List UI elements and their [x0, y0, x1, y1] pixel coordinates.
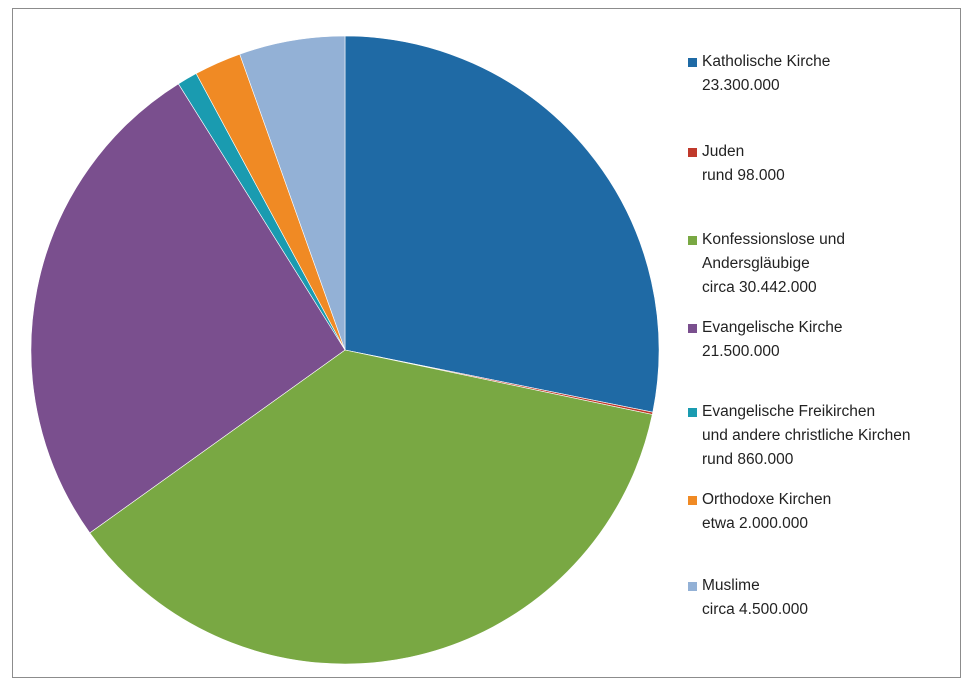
legend-label: Juden rund 98.000	[702, 140, 785, 188]
legend-label-line: 21.500.000	[702, 343, 780, 360]
legend-label-line: Orthodoxe Kirchen	[702, 491, 832, 508]
legend-swatch	[688, 496, 697, 505]
legend-label: Muslime circa 4.500.000	[702, 574, 808, 622]
legend-swatch	[688, 408, 697, 417]
legend-label-line: rund 98.000	[702, 167, 785, 184]
legend-label-line: Evangelische Freikirchen	[702, 403, 876, 420]
legend-swatch	[688, 582, 697, 591]
legend-label: Katholische Kirche 23.300.000	[702, 50, 830, 98]
legend-label: Konfessionslose und Andersgläubige circa 3…	[702, 228, 845, 300]
legend-label-line: circa 30.442.000	[702, 279, 817, 296]
legend-swatch	[688, 324, 697, 333]
legend-swatch	[688, 58, 697, 67]
legend-label-line: etwa 2.000.000	[702, 515, 809, 532]
pie-slice-3	[30, 83, 346, 534]
pie-slice-2	[89, 349, 653, 665]
legend-label-line: Evangelische Kirche	[702, 319, 843, 336]
legend-label-line: Konfessionslose und	[702, 231, 846, 248]
chart-legend: Katholische Kirche 23.300.000 Juden rund 98…	[688, 0, 968, 690]
legend-label-line: circa 4.500.000	[702, 601, 808, 618]
legend-label-line: rund 860.000	[702, 451, 794, 468]
legend-label: Evangelische Kirche 21.500.000	[702, 316, 842, 364]
legend-label: Evangelische Freikirchen und andere chris…	[702, 400, 911, 472]
pie-slice-6	[239, 35, 346, 351]
legend-label-line: Muslime	[702, 577, 760, 594]
legend-label-line: Juden	[702, 143, 745, 160]
legend-swatch	[688, 236, 697, 245]
legend-swatch	[688, 148, 697, 157]
legend-label-line: Andersgläubige	[702, 255, 810, 272]
legend-label-line: 23.300.000	[702, 77, 780, 94]
pie-slice-0	[344, 35, 660, 413]
legend-label-line: Katholische Kirche	[702, 53, 831, 70]
legend-label-line: und andere christliche Kirchen	[702, 427, 911, 444]
legend-label: Orthodoxe Kirchen etwa 2.000.000	[702, 488, 831, 536]
